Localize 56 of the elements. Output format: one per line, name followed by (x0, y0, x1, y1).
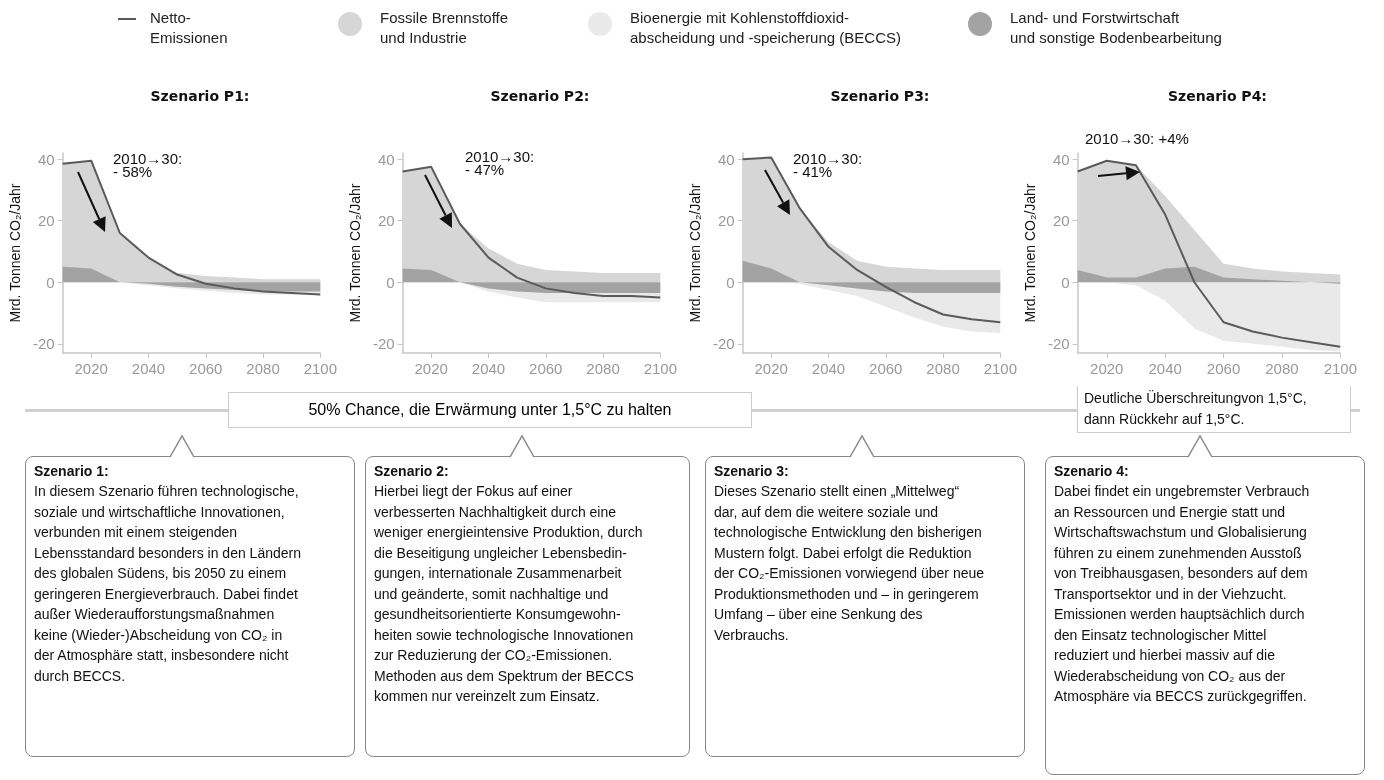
x-tick-label: 2100 (1323, 360, 1357, 377)
line-series (741, 156, 1002, 324)
x-tick-label: 2040 (471, 360, 506, 377)
y-tick-label: 20 (377, 212, 395, 230)
chart-title: Szenario P2: (490, 88, 590, 104)
y-tick-label: 0 (386, 273, 395, 291)
y-tick-label: 0 (1061, 273, 1070, 291)
x-tick-label: 2060 (1206, 360, 1241, 377)
text: 2010→30: +4% (1085, 130, 1189, 147)
x-tick-label: 2040 (811, 360, 846, 377)
x-tick-label: 2080 (246, 360, 280, 377)
text: Deutliche Überschreitungvon 1,5°C, dann Rückkehr auf 1,5°C. (1077, 386, 1351, 433)
y-tick-label: -20 (712, 335, 735, 353)
x-tick-label: 2020 (414, 360, 448, 377)
annotation: 2010→30: - 47% (465, 148, 535, 178)
x-tick-label: 2080 (1265, 360, 1299, 377)
legend-label: Bioenergie mit Kohlenstoffdioxid- abscheidung und -speicherung (BECCS) (630, 8, 901, 48)
x-tick-label: 2020 (74, 360, 108, 377)
y-axis-title: Mrd. Tonnen CO₂/Jahr (1022, 183, 1038, 323)
legend-label: Land- und Forstwirtschaft und sonstige Bodenbearbeitung (1010, 8, 1222, 48)
chart-title: Szenario P4: (1168, 88, 1267, 104)
y-axis-title: Mrd. Tonnen CO₂/Jahr (347, 183, 363, 323)
y-tick-label: 40 (1052, 150, 1070, 168)
y-tick-label: 20 (1052, 212, 1070, 230)
x-tick-label: 2040 (1148, 360, 1182, 377)
chart-title: Szenario P1: (150, 88, 250, 104)
x-tick-label: 2100 (303, 360, 337, 377)
line-series (1076, 159, 1342, 348)
legend-label: Netto- Emissionen (150, 8, 228, 48)
x-tick-label: 2080 (586, 360, 620, 377)
y-tick-label: 40 (717, 150, 735, 168)
y-tick-label: -20 (372, 335, 395, 353)
annotation: 2010→30: - 41% (793, 150, 863, 180)
x-tick-label: 2100 (643, 360, 677, 377)
y-tick-label: 40 (377, 150, 395, 168)
x-tick-label: 2100 (983, 360, 1017, 377)
y-tick-label: 0 (726, 273, 735, 291)
y-tick-label: 0 (46, 273, 55, 291)
x-tick-label: 2060 (189, 360, 223, 377)
chart-title: Szenario P3: (830, 88, 930, 104)
y-tick-label: -20 (32, 335, 55, 353)
x-tick-label: 2040 (131, 360, 166, 377)
y-axis-title: Mrd. Tonnen CO₂/Jahr (687, 183, 703, 323)
x-tick-label: 2060 (869, 360, 903, 377)
y-tick-label: 20 (37, 212, 55, 230)
y-tick-label: 40 (37, 150, 55, 168)
x-tick-label: 2020 (1090, 360, 1124, 377)
y-tick-label: 20 (717, 212, 735, 230)
y-axis-title: Mrd. Tonnen CO₂/Jahr (7, 183, 23, 323)
annotation: 2010→30: - 58% (113, 150, 183, 180)
y-tick-label: -20 (1047, 335, 1070, 353)
x-tick-label: 2060 (529, 360, 563, 377)
legend-label: Fossile Brennstoffe und Industrie (380, 8, 509, 48)
text: 50% Chance, die Erwärmung unter 1,5°C zu halten (228, 392, 752, 428)
x-tick-label: 2020 (754, 360, 788, 377)
x-tick-label: 2080 (926, 360, 960, 377)
